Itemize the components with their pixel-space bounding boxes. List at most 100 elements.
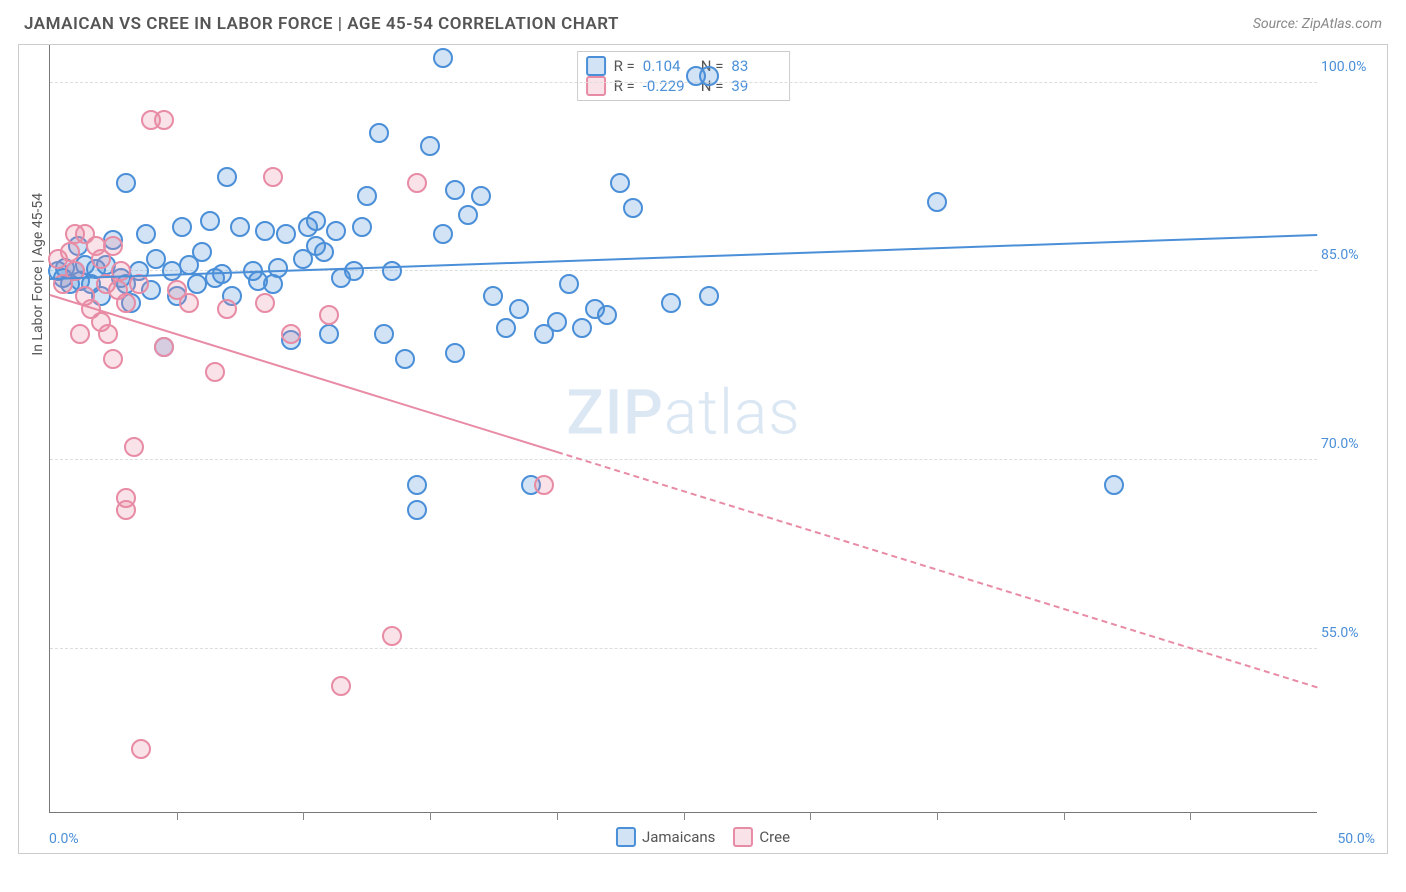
n-value: 39 bbox=[731, 77, 781, 95]
legend-stat-row: R =0.104N =83 bbox=[586, 56, 782, 76]
data-point bbox=[154, 337, 174, 357]
data-point bbox=[382, 626, 402, 646]
trend-line bbox=[50, 294, 557, 453]
y-axis-title: In Labor Force | Age 45-54 bbox=[30, 192, 46, 355]
data-point bbox=[255, 221, 275, 241]
data-point bbox=[281, 324, 301, 344]
x-tick bbox=[430, 812, 431, 820]
data-point bbox=[407, 475, 427, 495]
x-tick bbox=[684, 812, 685, 820]
legend-swatch bbox=[616, 827, 636, 847]
data-point bbox=[610, 173, 630, 193]
data-point bbox=[927, 192, 947, 212]
data-point bbox=[154, 110, 174, 130]
data-point bbox=[60, 242, 80, 262]
data-point bbox=[407, 500, 427, 520]
r-label: R = bbox=[614, 57, 635, 75]
gridline bbox=[50, 82, 1317, 83]
x-tick bbox=[810, 812, 811, 820]
data-point bbox=[597, 305, 617, 325]
y-tick-label: 55.0% bbox=[1321, 625, 1381, 641]
data-point bbox=[217, 167, 237, 187]
data-point bbox=[255, 293, 275, 313]
legend-swatch bbox=[733, 827, 753, 847]
x-axis-max-label: 50.0% bbox=[1337, 831, 1375, 847]
data-point bbox=[116, 500, 136, 520]
watermark-light: atlas bbox=[664, 377, 801, 450]
data-point bbox=[306, 211, 326, 231]
data-point bbox=[433, 48, 453, 68]
chart-header: JAMAICAN VS CREE IN LABOR FORCE | AGE 45… bbox=[0, 0, 1406, 44]
data-point bbox=[116, 293, 136, 313]
data-point bbox=[445, 180, 465, 200]
legend-series: Jamaicans Cree bbox=[616, 827, 790, 847]
watermark: ZIPatlas bbox=[566, 377, 800, 450]
x-tick bbox=[1190, 812, 1191, 820]
r-value: -0.229 bbox=[643, 77, 693, 95]
data-point bbox=[699, 286, 719, 306]
data-point bbox=[407, 173, 427, 193]
data-point bbox=[623, 198, 643, 218]
data-point bbox=[131, 739, 151, 759]
legend-swatch bbox=[586, 76, 606, 96]
data-point bbox=[433, 224, 453, 244]
data-point bbox=[352, 217, 372, 237]
data-point bbox=[268, 258, 288, 278]
data-point bbox=[357, 186, 377, 206]
chart-source: Source: ZipAtlas.com bbox=[1253, 16, 1382, 32]
data-point bbox=[344, 261, 364, 281]
data-point bbox=[496, 318, 516, 338]
data-point bbox=[369, 123, 389, 143]
legend-label: Jamaicans bbox=[642, 828, 715, 846]
legend-swatch bbox=[586, 56, 606, 76]
data-point bbox=[124, 437, 144, 457]
chart-container: JAMAICAN VS CREE IN LABOR FORCE | AGE 45… bbox=[0, 0, 1406, 892]
data-point bbox=[205, 362, 225, 382]
x-tick bbox=[557, 812, 558, 820]
data-point bbox=[445, 343, 465, 363]
data-point bbox=[395, 349, 415, 369]
data-point bbox=[179, 293, 199, 313]
data-point bbox=[319, 324, 339, 344]
gridline bbox=[50, 648, 1317, 649]
data-point bbox=[374, 324, 394, 344]
legend-stats: R =0.104N =83R =-0.229N =39 bbox=[577, 51, 791, 101]
data-point bbox=[661, 293, 681, 313]
legend-label: Cree bbox=[759, 828, 790, 846]
x-tick bbox=[1064, 812, 1065, 820]
r-label: R = bbox=[614, 77, 635, 95]
data-point bbox=[572, 318, 592, 338]
data-point bbox=[172, 217, 192, 237]
data-point bbox=[70, 324, 90, 344]
trend-line bbox=[50, 234, 1317, 280]
data-point bbox=[217, 299, 237, 319]
data-point bbox=[200, 211, 220, 231]
data-point bbox=[116, 173, 136, 193]
data-point bbox=[276, 224, 296, 244]
data-point bbox=[136, 224, 156, 244]
data-point bbox=[1104, 475, 1124, 495]
chart-frame: ZIPatlas In Labor Force | Age 45-54 R = 0… bbox=[18, 44, 1388, 854]
n-value: 83 bbox=[731, 57, 781, 75]
data-point bbox=[547, 312, 567, 332]
data-point bbox=[314, 242, 334, 262]
r-value: 0.104 bbox=[643, 57, 693, 75]
data-point bbox=[420, 136, 440, 156]
data-point bbox=[263, 167, 283, 187]
data-point bbox=[483, 286, 503, 306]
watermark-bold: ZIP bbox=[566, 377, 664, 450]
data-point bbox=[103, 236, 123, 256]
y-tick-label: 70.0% bbox=[1321, 436, 1381, 452]
x-tick bbox=[937, 812, 938, 820]
data-point bbox=[103, 349, 123, 369]
gridline bbox=[50, 459, 1317, 460]
x-axis-min-label: 0.0% bbox=[49, 831, 79, 847]
data-point bbox=[192, 242, 212, 262]
trend-line bbox=[557, 451, 1318, 688]
data-point bbox=[98, 324, 118, 344]
data-point bbox=[534, 475, 554, 495]
data-point bbox=[509, 299, 529, 319]
data-point bbox=[382, 261, 402, 281]
data-point bbox=[331, 676, 351, 696]
legend-item: Jamaicans bbox=[616, 827, 715, 847]
